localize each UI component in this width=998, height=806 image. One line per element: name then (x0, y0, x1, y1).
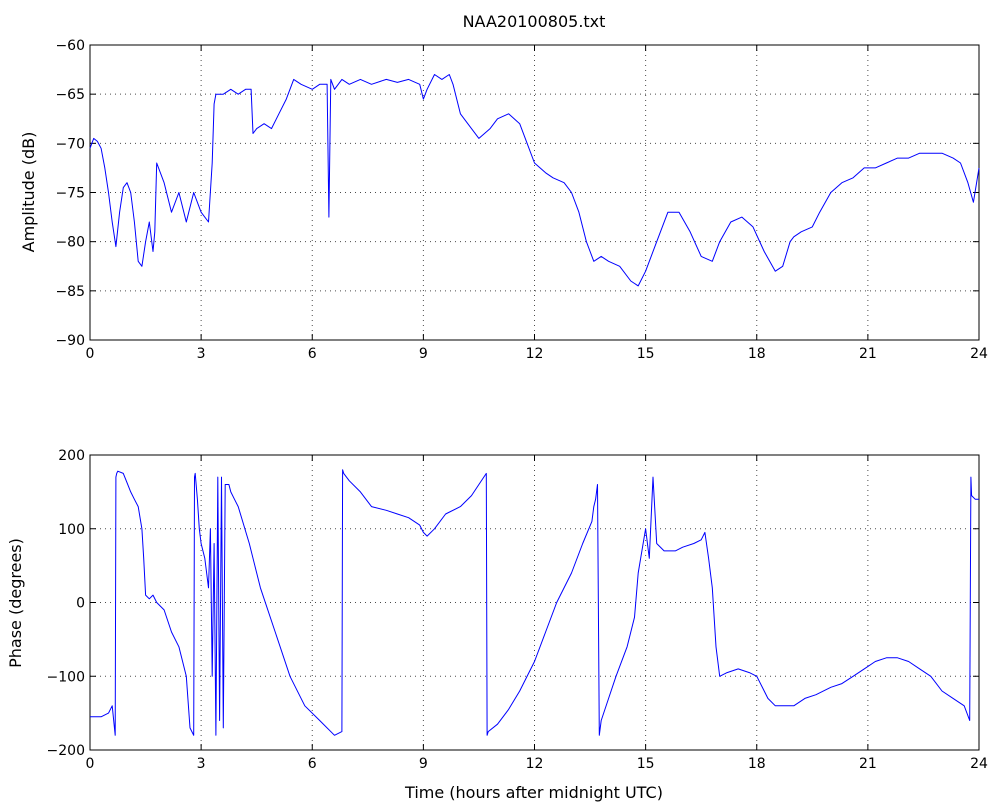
x-tick-label: 21 (859, 756, 877, 772)
x-tick-label: 18 (748, 346, 766, 362)
y-tick-label: −90 (55, 333, 85, 349)
y-tick-label: −65 (55, 87, 85, 103)
phase-chart: Phase (degrees) Time (hours after midnig… (6, 448, 988, 802)
x-tick-label: 3 (197, 756, 206, 772)
amplitude-plot-area: 0 3 6 9 12 15 18 21 24 −90 −85 −80 −75 −70 −65 −60 (55, 38, 988, 362)
y-tick-label: −75 (55, 186, 85, 202)
x-tick-label: 9 (419, 346, 428, 362)
x-tick-label: 0 (86, 346, 95, 362)
x-tick-label: 18 (748, 756, 766, 772)
y-tick-label: −60 (55, 38, 85, 54)
y-tick-label: 0 (76, 596, 85, 612)
amplitude-chart: NAA20100805.txt Amplitude (dB) 0 3 6 9 12 15 1… (19, 12, 988, 362)
phase-xlabel: Time (hours after midnight UTC) (404, 783, 663, 802)
x-tick-label: 6 (308, 756, 317, 772)
y-tick-label: −80 (55, 235, 85, 251)
x-tick-label: 21 (859, 346, 877, 362)
x-tick-label: 15 (637, 346, 655, 362)
x-tick-label: 0 (86, 756, 95, 772)
series-line (90, 469, 979, 736)
phase-plot-area: 0 3 6 9 12 15 18 21 24 −200 −100 0 100 200 (47, 448, 988, 772)
x-tick-label: 24 (970, 346, 988, 362)
amplitude-ylabel: Amplitude (dB) (19, 132, 38, 253)
y-tick-label: −100 (47, 669, 85, 685)
series-line (89, 74, 980, 287)
y-tick-label: −85 (55, 284, 85, 300)
chart-title: NAA20100805.txt (463, 12, 606, 31)
x-tick-label: 9 (419, 756, 428, 772)
x-tick-label: 24 (970, 756, 988, 772)
y-tick-label: 100 (58, 522, 85, 538)
y-tick-label: −200 (47, 743, 85, 759)
y-tick-label: −70 (55, 136, 85, 152)
x-tick-label: 6 (308, 346, 317, 362)
x-tick-label: 12 (526, 346, 544, 362)
x-tick-label: 12 (526, 756, 544, 772)
x-tick-label: 3 (197, 346, 206, 362)
x-tick-label: 15 (637, 756, 655, 772)
phase-ylabel: Phase (degrees) (6, 538, 25, 668)
y-tick-label: 200 (58, 448, 85, 464)
